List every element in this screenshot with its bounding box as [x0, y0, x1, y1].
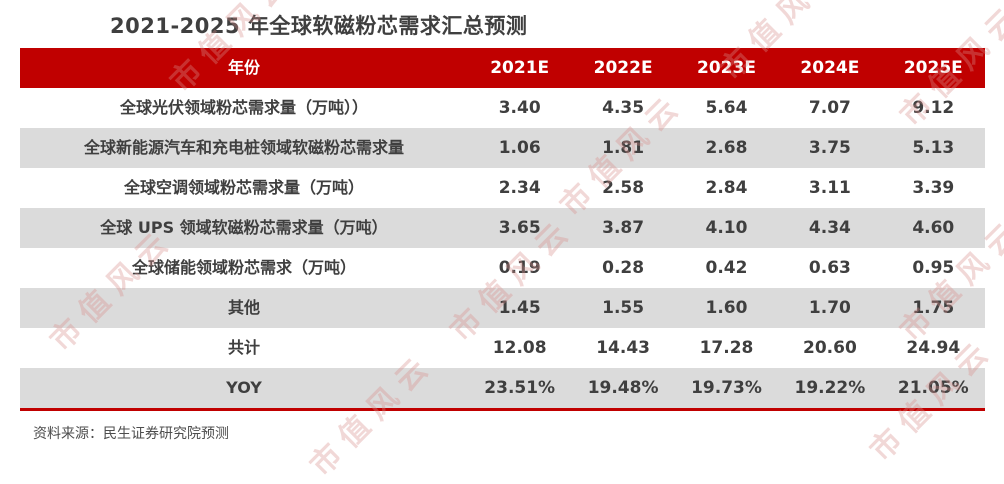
cell-value: 9.12 — [912, 97, 955, 118]
cell-value: 3.75 — [808, 137, 851, 158]
table-header-row: 年份 2021E 2022E 2023E 2024E 2025E — [20, 48, 985, 88]
cell-value: 0.42 — [705, 257, 748, 278]
row-label: 共计 — [227, 338, 260, 358]
cell-value: 4.60 — [912, 217, 955, 238]
row-label: 全球新能源汽车和充电桩领域软磁粉芯需求量 — [83, 138, 404, 158]
row-label: 其他 — [227, 298, 260, 318]
cell-value: 1.81 — [602, 137, 645, 158]
cell-value: 1.60 — [705, 297, 748, 318]
table-row-ev-charging: 全球新能源汽车和充电桩领域软磁粉芯需求量 1.06 1.81 2.68 3.75… — [20, 128, 985, 168]
cell-value: 0.28 — [602, 257, 645, 278]
row-label: YOY — [226, 378, 262, 398]
column-header-2024e: 2024E — [800, 57, 860, 78]
cell-value: 19.48% — [587, 377, 659, 398]
cell-value: 20.60 — [803, 337, 857, 358]
cell-value: 3.39 — [912, 177, 955, 198]
cell-value: 21.05% — [897, 377, 969, 398]
cell-value: 2.68 — [705, 137, 748, 158]
cell-value: 0.63 — [808, 257, 851, 278]
cell-value: 2.34 — [498, 177, 541, 198]
row-label: 全球储能领域粉芯需求（万吨） — [131, 258, 356, 278]
cell-value: 1.45 — [498, 297, 541, 318]
cell-value: 4.34 — [808, 217, 851, 238]
cell-value: 12.08 — [492, 337, 547, 358]
cell-value: 1.75 — [912, 297, 955, 318]
cell-value: 19.73% — [691, 377, 762, 398]
cell-value: 7.07 — [808, 97, 851, 118]
cell-value: 3.40 — [498, 97, 541, 118]
cell-value: 1.55 — [602, 297, 645, 318]
cell-value: 1.70 — [808, 297, 851, 318]
cell-value: 5.13 — [912, 137, 955, 158]
table-body: 全球光伏领域粉芯需求量（万吨）） 3.40 4.35 5.64 7.07 9.1… — [20, 88, 985, 408]
forecast-table: 年份 2021E 2022E 2023E 2024E 2025E 全球光伏领域粉… — [20, 48, 985, 411]
column-header-2025e: 2025E — [903, 57, 963, 78]
table-row-ac: 全球空调领域粉芯需求量（万吨） 2.34 2.58 2.84 3.11 3.39 — [20, 168, 985, 208]
source-note: 资料来源：民生证券研究院预测 — [33, 426, 229, 442]
row-label: 全球光伏领域粉芯需求量（万吨）） — [119, 98, 368, 118]
cell-value: 1.06 — [498, 137, 541, 158]
table-row-pv: 全球光伏领域粉芯需求量（万吨）） 3.40 4.35 5.64 7.07 9.1… — [20, 88, 985, 128]
cell-value: 2.84 — [705, 177, 748, 198]
column-header-2022e: 2022E — [593, 57, 653, 78]
cell-value: 2.58 — [602, 177, 645, 198]
cell-value: 4.10 — [705, 217, 748, 238]
cell-value: 23.51% — [484, 377, 556, 398]
table-row-storage: 全球储能领域粉芯需求（万吨） 0.19 0.28 0.42 0.63 0.95 — [20, 248, 985, 288]
table-row-yoy: YOY 23.51% 19.48% 19.73% 19.22% 21.05% — [20, 368, 985, 408]
cell-value: 0.19 — [498, 257, 541, 278]
column-header-2021e: 2021E — [490, 57, 550, 78]
cell-value: 14.43 — [596, 337, 650, 358]
cell-value: 4.35 — [602, 97, 645, 118]
row-label: 全球空调领域粉芯需求量（万吨） — [123, 178, 364, 198]
cell-value: 17.28 — [699, 337, 754, 358]
table-row-total: 共计 12.08 14.43 17.28 20.60 24.94 — [20, 328, 985, 368]
cell-value: 24.94 — [906, 337, 961, 358]
table-row-other: 其他 1.45 1.55 1.60 1.70 1.75 — [20, 288, 985, 328]
column-header-2023e: 2023E — [697, 57, 756, 78]
row-label: 全球 UPS 领域软磁粉芯需求量（万吨） — [100, 218, 388, 238]
cell-value: 3.65 — [498, 217, 541, 238]
cell-value: 5.64 — [705, 97, 748, 118]
column-header-year: 年份 — [227, 58, 260, 78]
cell-value: 19.22% — [794, 377, 866, 398]
table-title: 2021-2025 年全球软磁粉芯需求汇总预测 — [110, 14, 528, 38]
cell-value: 3.11 — [808, 177, 851, 198]
table-row-ups: 全球 UPS 领域软磁粉芯需求量（万吨） 3.65 3.87 4.10 4.34… — [20, 208, 985, 248]
cell-value: 3.87 — [602, 217, 645, 238]
cell-value: 0.95 — [912, 257, 955, 278]
